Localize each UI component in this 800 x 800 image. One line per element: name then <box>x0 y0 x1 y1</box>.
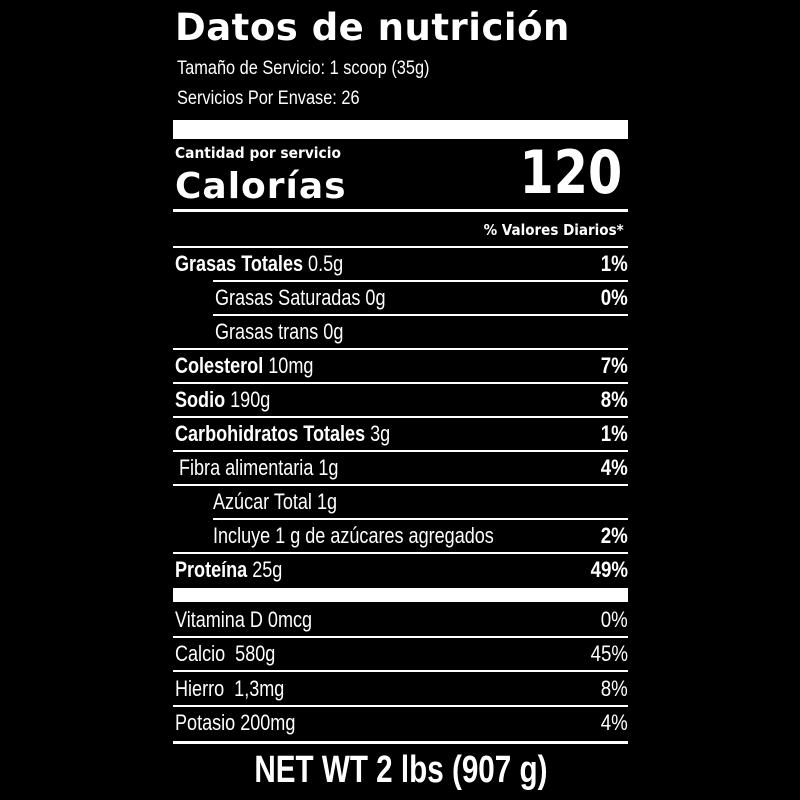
divider <box>173 450 628 452</box>
divider <box>173 741 628 744</box>
divider <box>213 280 628 282</box>
nutrient-dv: 0% <box>600 285 628 310</box>
net-weight-text: NET WT 2 lbs (907 g) <box>253 749 548 791</box>
nutrient-name: Colesterol <box>175 353 264 378</box>
vitamin-row-potassium: Potasio 200mg 4% <box>173 706 628 740</box>
nutrient-dv: 8% <box>600 387 628 412</box>
nutrient-amount: 3g <box>370 421 391 446</box>
divider <box>173 209 628 212</box>
nutrient-amount: 10mg <box>268 353 314 378</box>
label-title: Datos de nutrición <box>175 6 570 49</box>
nutrient-dv: 1% <box>600 421 628 446</box>
nutrition-facts-label: Datos de nutrición Tamaño de Servicio: 1… <box>173 0 628 800</box>
thick-divider <box>173 120 628 139</box>
nutrient-dv: 7% <box>600 353 628 378</box>
calories-label: Calorías <box>175 166 347 207</box>
nutrient-row-cholesterol: Colesterol 10mg 7% <box>173 349 628 383</box>
vitamin-amount: 1,3mg <box>234 676 285 701</box>
divider <box>213 314 628 316</box>
divider <box>173 705 628 707</box>
vitamin-amount: 200mg <box>240 710 296 735</box>
nutrient-name: Azúcar Total <box>213 489 312 514</box>
nutrient-dv: 4% <box>600 455 628 480</box>
vitamin-dv: 8% <box>600 676 628 701</box>
nutrient-amount: 0g <box>323 319 344 344</box>
vitamin-amount: 0mcg <box>267 607 313 632</box>
nutrient-amount: 190g <box>230 387 271 412</box>
vitamin-dv: 45% <box>590 641 628 666</box>
nutrient-amount: 0.5g <box>308 251 344 276</box>
divider <box>213 518 628 520</box>
nutrient-row-dietary-fiber: Fibra alimentaria 1g 4% <box>173 451 628 485</box>
vitamin-name: Hierro <box>175 676 225 701</box>
nutrient-row-protein: Proteína 25g 49% <box>173 553 628 587</box>
vitamin-dv: 0% <box>600 607 628 632</box>
vitamin-dv: 4% <box>600 710 628 735</box>
nutrient-name: Sodio <box>175 387 226 412</box>
nutrient-name: Carbohidratos Totales <box>175 421 366 446</box>
vitamin-name: Potasio <box>175 710 236 735</box>
vitamin-name: Vitamina D <box>175 607 263 632</box>
nutrient-amount: 1g <box>318 455 339 480</box>
thick-divider <box>173 588 628 602</box>
nutrient-amount: 25g <box>252 557 283 582</box>
net-weight: NET WT 2 lbs (907 g) <box>173 746 628 794</box>
servings-per-container: Servicios Por Envase: 26 <box>177 88 360 109</box>
serving-size: Tamaño de Servicio: 1 scoop (35g) <box>177 58 430 79</box>
vitamin-row-iron: Hierro 1,3mg 8% <box>173 672 628 706</box>
nutrient-name: Fibra alimentaria <box>179 455 314 480</box>
vitamin-amount: 580g <box>235 641 276 666</box>
nutrient-name: Grasas trans <box>215 319 319 344</box>
vitamin-row-vitamin-d: Vitamina D 0mcg 0% <box>173 603 628 637</box>
daily-values-header: % Valores Diarios* <box>483 221 624 239</box>
vitamin-row-calcium: Calcio 580g 45% <box>173 637 628 671</box>
nutrient-row-trans-fat: Grasas trans 0g <box>173 315 628 349</box>
vitamin-name: Calcio <box>175 641 226 666</box>
nutrient-row-sodium: Sodio 190g 8% <box>173 383 628 417</box>
divider <box>173 670 628 672</box>
nutrient-amount: 1g <box>316 489 338 514</box>
nutrient-row-total-fat: Grasas Totales 0.5g 1% <box>173 247 628 281</box>
nutrient-amount: 0g <box>365 285 386 310</box>
calories-value: 120 <box>519 138 622 208</box>
nutrient-name: Grasas Totales <box>175 251 304 276</box>
divider <box>173 484 628 486</box>
nutrient-name: Proteína <box>175 557 248 582</box>
nutrient-row-saturated-fat: Grasas Saturadas 0g 0% <box>173 281 628 315</box>
divider <box>173 246 628 248</box>
divider <box>173 552 628 554</box>
nutrient-row-total-sugars: Azúcar Total 1g <box>173 485 628 519</box>
nutrient-name: Incluye 1 g de azúcares agregados <box>213 523 494 548</box>
divider <box>173 416 628 418</box>
nutrient-row-added-sugars: Incluye 1 g de azúcares agregados 2% <box>173 519 628 553</box>
divider <box>173 636 628 638</box>
nutrient-dv: 2% <box>600 523 628 548</box>
amount-per-serving: Cantidad por servicio <box>175 144 341 162</box>
nutrient-row-total-carbohydrate: Carbohidratos Totales 3g 1% <box>173 417 628 451</box>
nutrient-name: Grasas Saturadas <box>215 285 361 310</box>
divider <box>173 382 628 384</box>
divider <box>173 348 628 350</box>
nutrient-dv: 49% <box>590 557 628 582</box>
nutrient-dv: 1% <box>600 251 628 276</box>
